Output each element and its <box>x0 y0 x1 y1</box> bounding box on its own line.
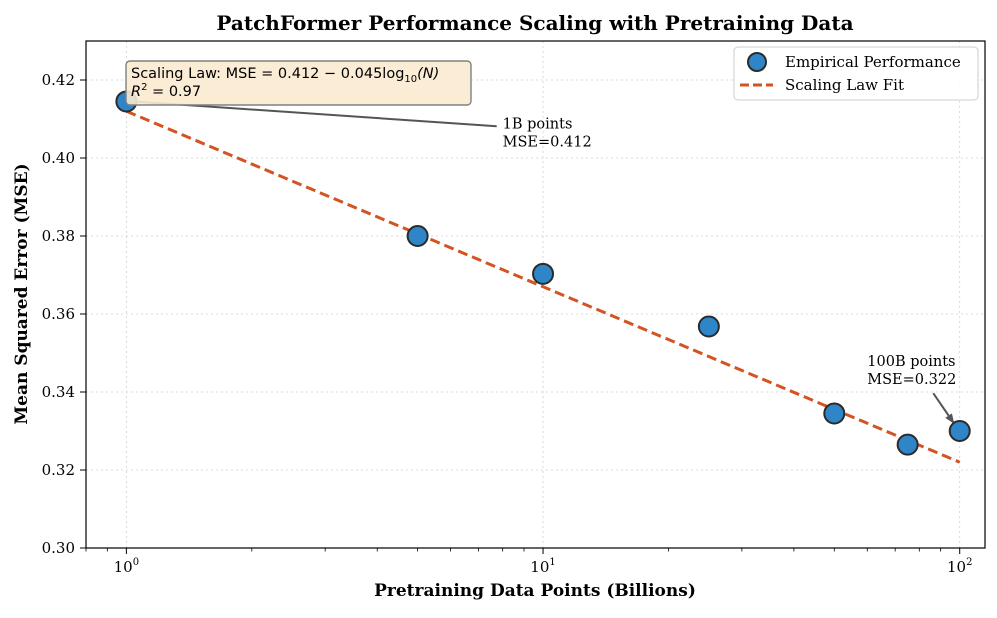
x-tick-label: 100 <box>114 557 139 576</box>
fit-info-box-bg <box>125 60 472 106</box>
y-axis-label: Mean Squared Error (MSE) <box>12 163 32 424</box>
y-ticks: 0.30 0.32 0.34 0.36 0.38 0.40 0.42 <box>42 71 86 557</box>
fit-info-r2-value: = 0.97 <box>147 84 201 100</box>
legend-label-line: Scaling Law Fit <box>785 76 904 94</box>
x-tick-label: 101 <box>530 557 555 576</box>
x-tick-base: 10 <box>114 558 133 576</box>
data-point <box>948 420 971 442</box>
fit-info-log-base: 10 <box>404 74 417 85</box>
x-ticks: 100 101 102 <box>114 548 972 576</box>
fit-info-r: R <box>131 84 141 100</box>
annotation-1b-line-1: 1B points <box>503 116 573 132</box>
chart-title: PatchFormer Performance Scaling with Pre… <box>216 11 853 35</box>
annotation-100b-line-1: 100B points <box>867 354 955 370</box>
x-tick-exponent: 0 <box>133 557 139 568</box>
legend: Empirical Performance Scaling Law Fit <box>733 46 979 101</box>
data-point <box>896 433 919 456</box>
y-tick-label: 0.34 <box>42 383 75 401</box>
legend-marker-scatter <box>747 52 767 72</box>
fit-info-r-exponent: 2 <box>141 82 147 93</box>
y-tick-label: 0.40 <box>42 149 75 167</box>
legend-label-scatter: Empirical Performance <box>785 53 961 71</box>
data-point <box>697 315 720 338</box>
annotation-1b-line-2: MSE=0.412 <box>503 134 592 150</box>
annotations: 1B points MSE=0.412 100B points MSE=0.322 <box>134 100 956 424</box>
x-tick-exponent: 2 <box>966 557 972 568</box>
data-layer <box>125 109 961 464</box>
x-tick-base: 10 <box>947 558 966 576</box>
fit-info-line-1: Scaling Law: MSE = 0.412 − 0.045log10(N) <box>131 66 439 85</box>
x-tick-base: 10 <box>530 558 549 576</box>
y-tick-label: 0.32 <box>42 461 75 479</box>
legend-frame <box>733 46 979 101</box>
annotation-1b-text: 1B points MSE=0.412 <box>503 116 592 150</box>
fit-info-equation: MSE = 0.412 − 0.045log <box>226 66 405 82</box>
x-axis-label: Pretraining Data Points (Billions) <box>374 581 696 601</box>
x-tick-exponent: 1 <box>549 557 555 568</box>
annotation-100b-line-2: MSE=0.322 <box>867 372 956 388</box>
annotation-100b-text: 100B points MSE=0.322 <box>867 354 956 388</box>
annotation-100b-arrow <box>932 392 955 424</box>
y-tick-label: 0.30 <box>42 539 75 557</box>
data-point <box>823 402 846 425</box>
fit-info-prefix: Scaling Law: <box>131 66 226 82</box>
y-tick-label: 0.36 <box>42 305 75 323</box>
y-tick-label: 0.38 <box>42 227 75 245</box>
x-tick-label: 102 <box>947 557 972 576</box>
data-point <box>406 225 429 247</box>
y-tick-label: 0.42 <box>42 71 75 89</box>
plot-frame <box>85 40 986 549</box>
data-point <box>532 262 555 285</box>
scaling-law-fit-line <box>125 109 961 464</box>
fit-info-n: (N) <box>417 66 439 82</box>
fit-info-line-2: R2 = 0.97 <box>131 82 201 100</box>
fit-info-box: Scaling Law: MSE = 0.412 − 0.045log10(N)… <box>125 60 472 106</box>
plot-area: 100 101 1020.300.320.340.360.380.400.421B … <box>42 40 986 576</box>
